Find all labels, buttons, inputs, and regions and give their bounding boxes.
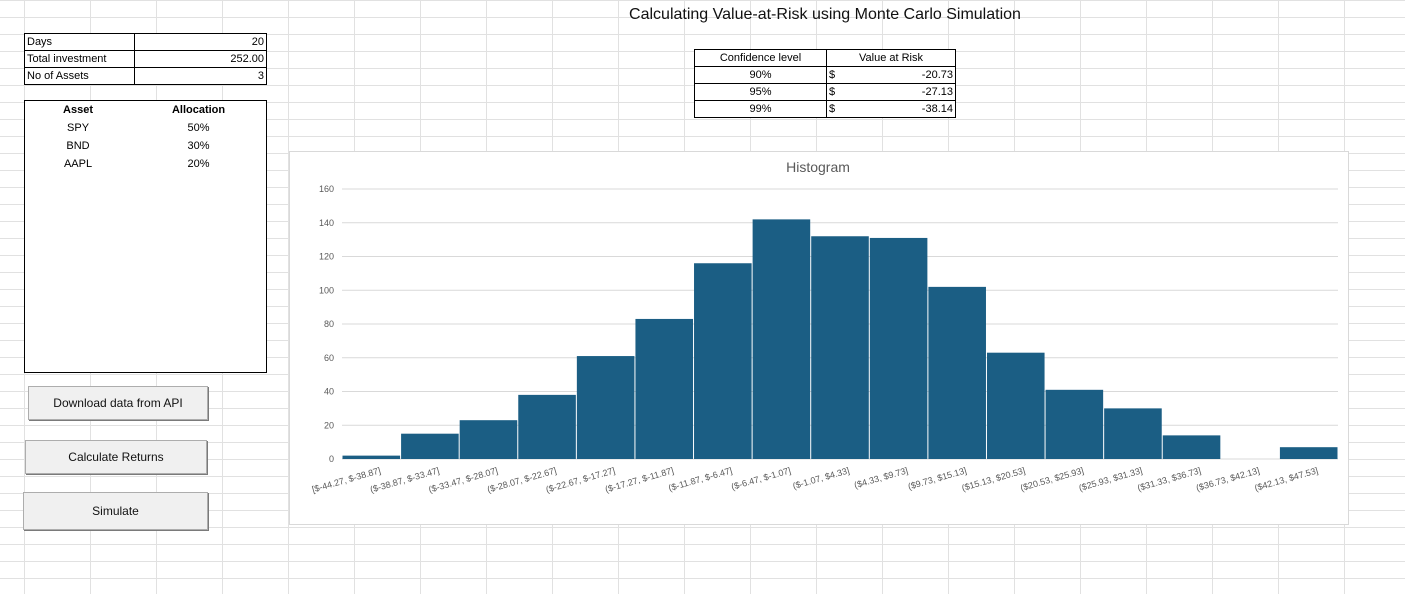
var-row: 95% $ -27.13 (694, 83, 956, 101)
histogram-bar[interactable] (986, 352, 1045, 459)
allocation-row: SPY 50% (25, 119, 266, 137)
param-row-assets: No of Assets 3 (24, 67, 267, 85)
histogram-bar[interactable] (1104, 408, 1162, 459)
x-bin-label: ($-11.87, $-6.47] (667, 465, 733, 493)
histogram-bar[interactable] (401, 433, 459, 459)
x-bin-label: ($-6.47, $-1.07] (730, 465, 792, 492)
currency-symbol[interactable]: $ (826, 66, 871, 84)
histogram-bar[interactable] (1162, 435, 1221, 459)
var-value-cell[interactable]: -27.13 (871, 83, 956, 101)
param-label[interactable]: Total investment (24, 50, 135, 68)
allocation-cell[interactable]: 20% (187, 158, 210, 170)
param-value[interactable]: 20 (134, 33, 267, 51)
histogram-bar[interactable] (576, 356, 635, 459)
histogram-bar[interactable] (1279, 447, 1338, 459)
asset-cell[interactable]: BND (66, 140, 90, 152)
param-label[interactable]: No of Assets (24, 67, 135, 85)
param-row-days: Days 20 (24, 33, 267, 51)
confidence-level-header[interactable]: Confidence level (694, 49, 827, 67)
download-data-button[interactable]: Download data from API (28, 386, 208, 420)
bars (342, 219, 1338, 459)
param-value[interactable]: 252.00 (134, 50, 267, 68)
var-value-cell[interactable]: -20.73 (871, 66, 956, 84)
allocation-row: BND 30% (25, 137, 266, 155)
x-bin-label: ($25.93, $31.33] (1078, 465, 1144, 493)
var-header-row: Confidence level Value at Risk (694, 49, 956, 67)
allocation-header-row: Asset Allocation (25, 101, 266, 119)
y-tick-label: 160 (319, 184, 334, 194)
allocation-cell[interactable]: 50% (187, 122, 210, 134)
currency-symbol[interactable]: $ (826, 100, 871, 118)
histogram-bar[interactable] (928, 286, 986, 459)
value-at-risk-header[interactable]: Value at Risk (826, 49, 956, 67)
y-tick-label: 80 (324, 319, 334, 329)
y-tick-label: 60 (324, 353, 334, 363)
x-bin-label: ($36.73, $42.13] (1195, 465, 1261, 493)
chart-title: Histogram (786, 159, 850, 175)
histogram-bar[interactable] (342, 455, 401, 459)
y-tick-label: 40 (324, 387, 334, 397)
currency-symbol[interactable]: $ (826, 83, 871, 101)
confidence-level-cell[interactable]: 90% (694, 66, 827, 84)
histogram-bar[interactable] (694, 263, 752, 459)
allocation-row: AAPL 20% (25, 155, 266, 173)
y-tick-label: 140 (319, 218, 334, 228)
x-axis-labels: [$-44.27, $-38.87]($-38.87, $-33.47]($-3… (311, 465, 1319, 494)
y-tick-label: 120 (319, 252, 334, 262)
x-bin-label: ($15.13, $20.53] (961, 465, 1027, 493)
y-tick-label: 0 (329, 454, 334, 464)
histogram-svg: Histogram 0 20 40 60 80 100 120 140 160 [$-44.27… (311, 159, 1338, 495)
confidence-level-cell[interactable]: 99% (694, 100, 827, 118)
x-bin-label: ($4.33, $9.73] (853, 465, 909, 490)
histogram-bar[interactable] (869, 237, 928, 459)
var-row: 90% $ -20.73 (694, 66, 956, 84)
simulate-button[interactable]: Simulate (23, 492, 208, 530)
x-bin-label: ($20.53, $25.93] (1019, 465, 1085, 493)
histogram-bar[interactable] (752, 219, 811, 459)
asset-header[interactable]: Asset (63, 104, 94, 116)
histogram-chart[interactable]: Histogram 0 20 40 60 80 100 120 140 160 [$-44.27… (289, 151, 1349, 525)
x-bin-label: ($9.73, $15.13] (907, 465, 968, 491)
x-bin-label: ($-1.07, $4.33] (792, 465, 851, 491)
confidence-level-cell[interactable]: 95% (694, 83, 827, 101)
allocation-cell[interactable]: 30% (187, 140, 210, 152)
allocation-box: Asset Allocation SPY 50% BND 30% AAPL 20… (24, 100, 267, 373)
asset-cell[interactable]: AAPL (63, 158, 93, 170)
param-value[interactable]: 3 (134, 67, 267, 85)
asset-cell[interactable]: SPY (67, 122, 90, 134)
param-row-investment: Total investment 252.00 (24, 50, 267, 68)
histogram-bar[interactable] (811, 236, 869, 459)
var-row: 99% $ -38.14 (694, 100, 956, 118)
histogram-bar[interactable] (459, 420, 518, 459)
histogram-bar[interactable] (518, 394, 576, 459)
y-tick-label: 100 (319, 285, 334, 295)
allocation-header[interactable]: Allocation (171, 104, 226, 116)
var-value-cell[interactable]: -38.14 (871, 100, 956, 118)
parameters-table: Days 20 Total investment 252.00 No of As… (24, 33, 267, 85)
value-at-risk-table: Confidence level Value at Risk 90% $ -20… (694, 49, 956, 118)
x-bin-label: ($31.33, $36.73] (1136, 465, 1202, 493)
calculate-returns-button[interactable]: Calculate Returns (25, 440, 207, 474)
allocation-table: Asset Allocation SPY 50% BND 30% AAPL 20… (25, 101, 266, 173)
histogram-bar[interactable] (1045, 389, 1104, 459)
sheet-title: Calculating Value-at-Risk using Monte Ca… (629, 6, 1021, 23)
y-axis-ticks: 0 20 40 60 80 100 120 140 160 (319, 184, 334, 464)
x-bin-label: ($42.13, $47.53] (1253, 465, 1319, 493)
param-label[interactable]: Days (24, 33, 135, 51)
histogram-bar[interactable] (635, 318, 694, 459)
y-tick-label: 20 (324, 420, 334, 430)
